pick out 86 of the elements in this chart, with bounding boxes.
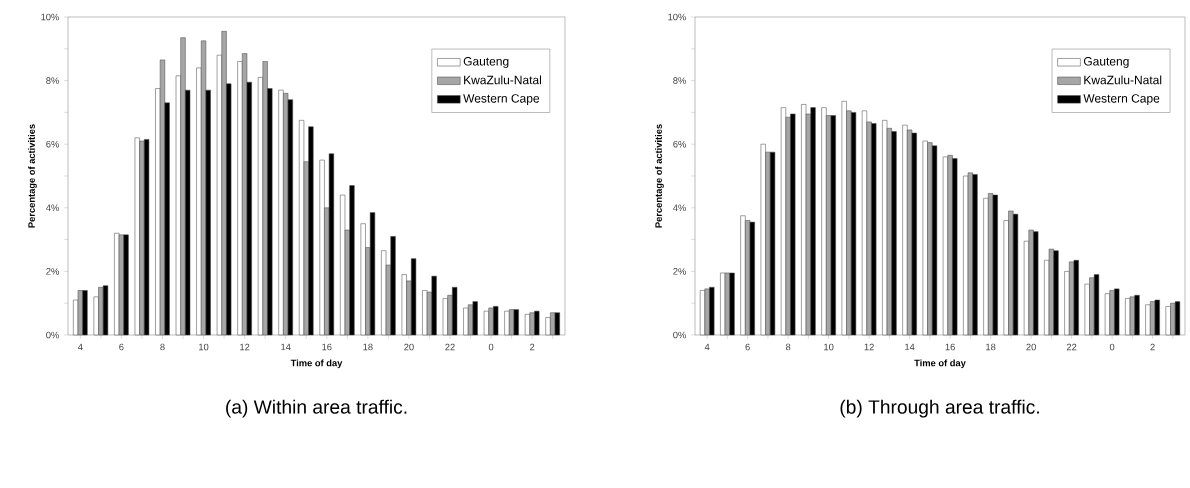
y-axis-title: Percentage of activities <box>655 124 664 228</box>
legend-label: KwaZulu-Natal <box>464 75 542 85</box>
x-tick-label: 4 <box>77 343 83 351</box>
bar <box>401 274 407 336</box>
x-tick-label: 14 <box>281 343 291 351</box>
bar <box>102 285 109 336</box>
x-tick-label: 0 <box>1109 343 1115 351</box>
x-tick-label: 6 <box>119 343 124 351</box>
bar <box>524 314 531 336</box>
x-tick-label: 10 <box>199 343 209 351</box>
bar <box>931 145 938 336</box>
bar <box>472 301 478 336</box>
bar <box>513 309 519 336</box>
bar <box>861 110 868 336</box>
y-tick-label: 2% <box>673 268 686 275</box>
y-tick-label: 10% <box>41 13 59 21</box>
x-tick-label: 16 <box>945 343 955 351</box>
legend-label: KwaZulu-Natal <box>1084 75 1162 85</box>
y-tick-label: 2% <box>46 268 59 275</box>
x-tick-label: 18 <box>363 343 373 351</box>
bar <box>319 159 325 336</box>
x-tick-label: 12 <box>240 343 250 351</box>
y-tick-label: 8% <box>673 77 686 84</box>
x-tick-label: 0 <box>488 343 494 351</box>
bar <box>830 115 836 336</box>
bar <box>134 137 140 336</box>
bar <box>942 156 949 336</box>
bar <box>360 223 366 336</box>
x-axis-title: Time of day <box>290 359 343 369</box>
bar <box>1154 299 1160 336</box>
x-tick-label: 8 <box>785 343 791 351</box>
x-tick-label: 10 <box>824 343 834 351</box>
bar <box>463 307 469 336</box>
bar <box>1012 213 1019 336</box>
x-tick-label: 12 <box>864 343 874 351</box>
bar <box>1104 293 1111 336</box>
bar <box>1073 259 1079 336</box>
legend-label: Western Cape <box>463 94 540 105</box>
legend-label: Western Cape <box>1083 94 1160 105</box>
y-tick-label: 8% <box>46 77 59 84</box>
bar <box>780 107 787 336</box>
bar <box>821 107 827 336</box>
x-tick-label: 4 <box>704 343 710 351</box>
x-tick-label: 20 <box>1026 343 1036 351</box>
bar <box>118 234 125 336</box>
y-tick-label: 0% <box>673 331 686 339</box>
bar <box>1174 301 1181 336</box>
x-tick-label: 8 <box>160 343 165 351</box>
text: (b) Through area traffic. <box>840 399 1039 418</box>
y-tick-label: 6% <box>46 140 59 148</box>
bar <box>1093 274 1100 336</box>
bar <box>992 194 998 336</box>
bar <box>554 312 560 336</box>
x-tick-label: 22 <box>1066 343 1077 351</box>
bar <box>369 212 376 336</box>
bar <box>328 153 335 336</box>
y-tick-label: 4% <box>46 204 59 212</box>
x-tick-label: 18 <box>986 343 996 351</box>
x-tick-label: 16 <box>322 343 332 351</box>
bar <box>760 143 766 336</box>
x-axis-title: Time of day <box>914 359 966 369</box>
bar <box>483 310 490 336</box>
bar <box>850 112 857 336</box>
bar <box>442 298 448 336</box>
y-tick-label: 10% <box>668 13 686 21</box>
bar <box>159 59 166 336</box>
y-tick-label: 0% <box>46 331 59 339</box>
bar <box>1145 304 1151 336</box>
bar <box>749 221 755 336</box>
bar <box>410 258 417 336</box>
text: (a) Within area traffic. <box>226 399 407 418</box>
y-axis-title: Percentage of activities <box>28 124 37 228</box>
x-tick-label: 6 <box>745 343 750 351</box>
bar <box>769 151 776 336</box>
x-tick-label: 2 <box>530 343 535 351</box>
bar <box>911 132 917 336</box>
x-tick-label: 20 <box>404 343 414 351</box>
legend-label: Gauteng <box>1083 57 1129 68</box>
x-tick-label: 14 <box>905 343 915 351</box>
x-tick-label: 2 <box>1150 343 1155 351</box>
y-tick-label: 6% <box>673 140 686 148</box>
bar <box>1165 306 1171 336</box>
bar <box>504 310 510 336</box>
y-tick-label: 4% <box>673 204 686 212</box>
x-tick-label: 22 <box>445 343 455 351</box>
legend-label: Gauteng <box>463 57 509 68</box>
